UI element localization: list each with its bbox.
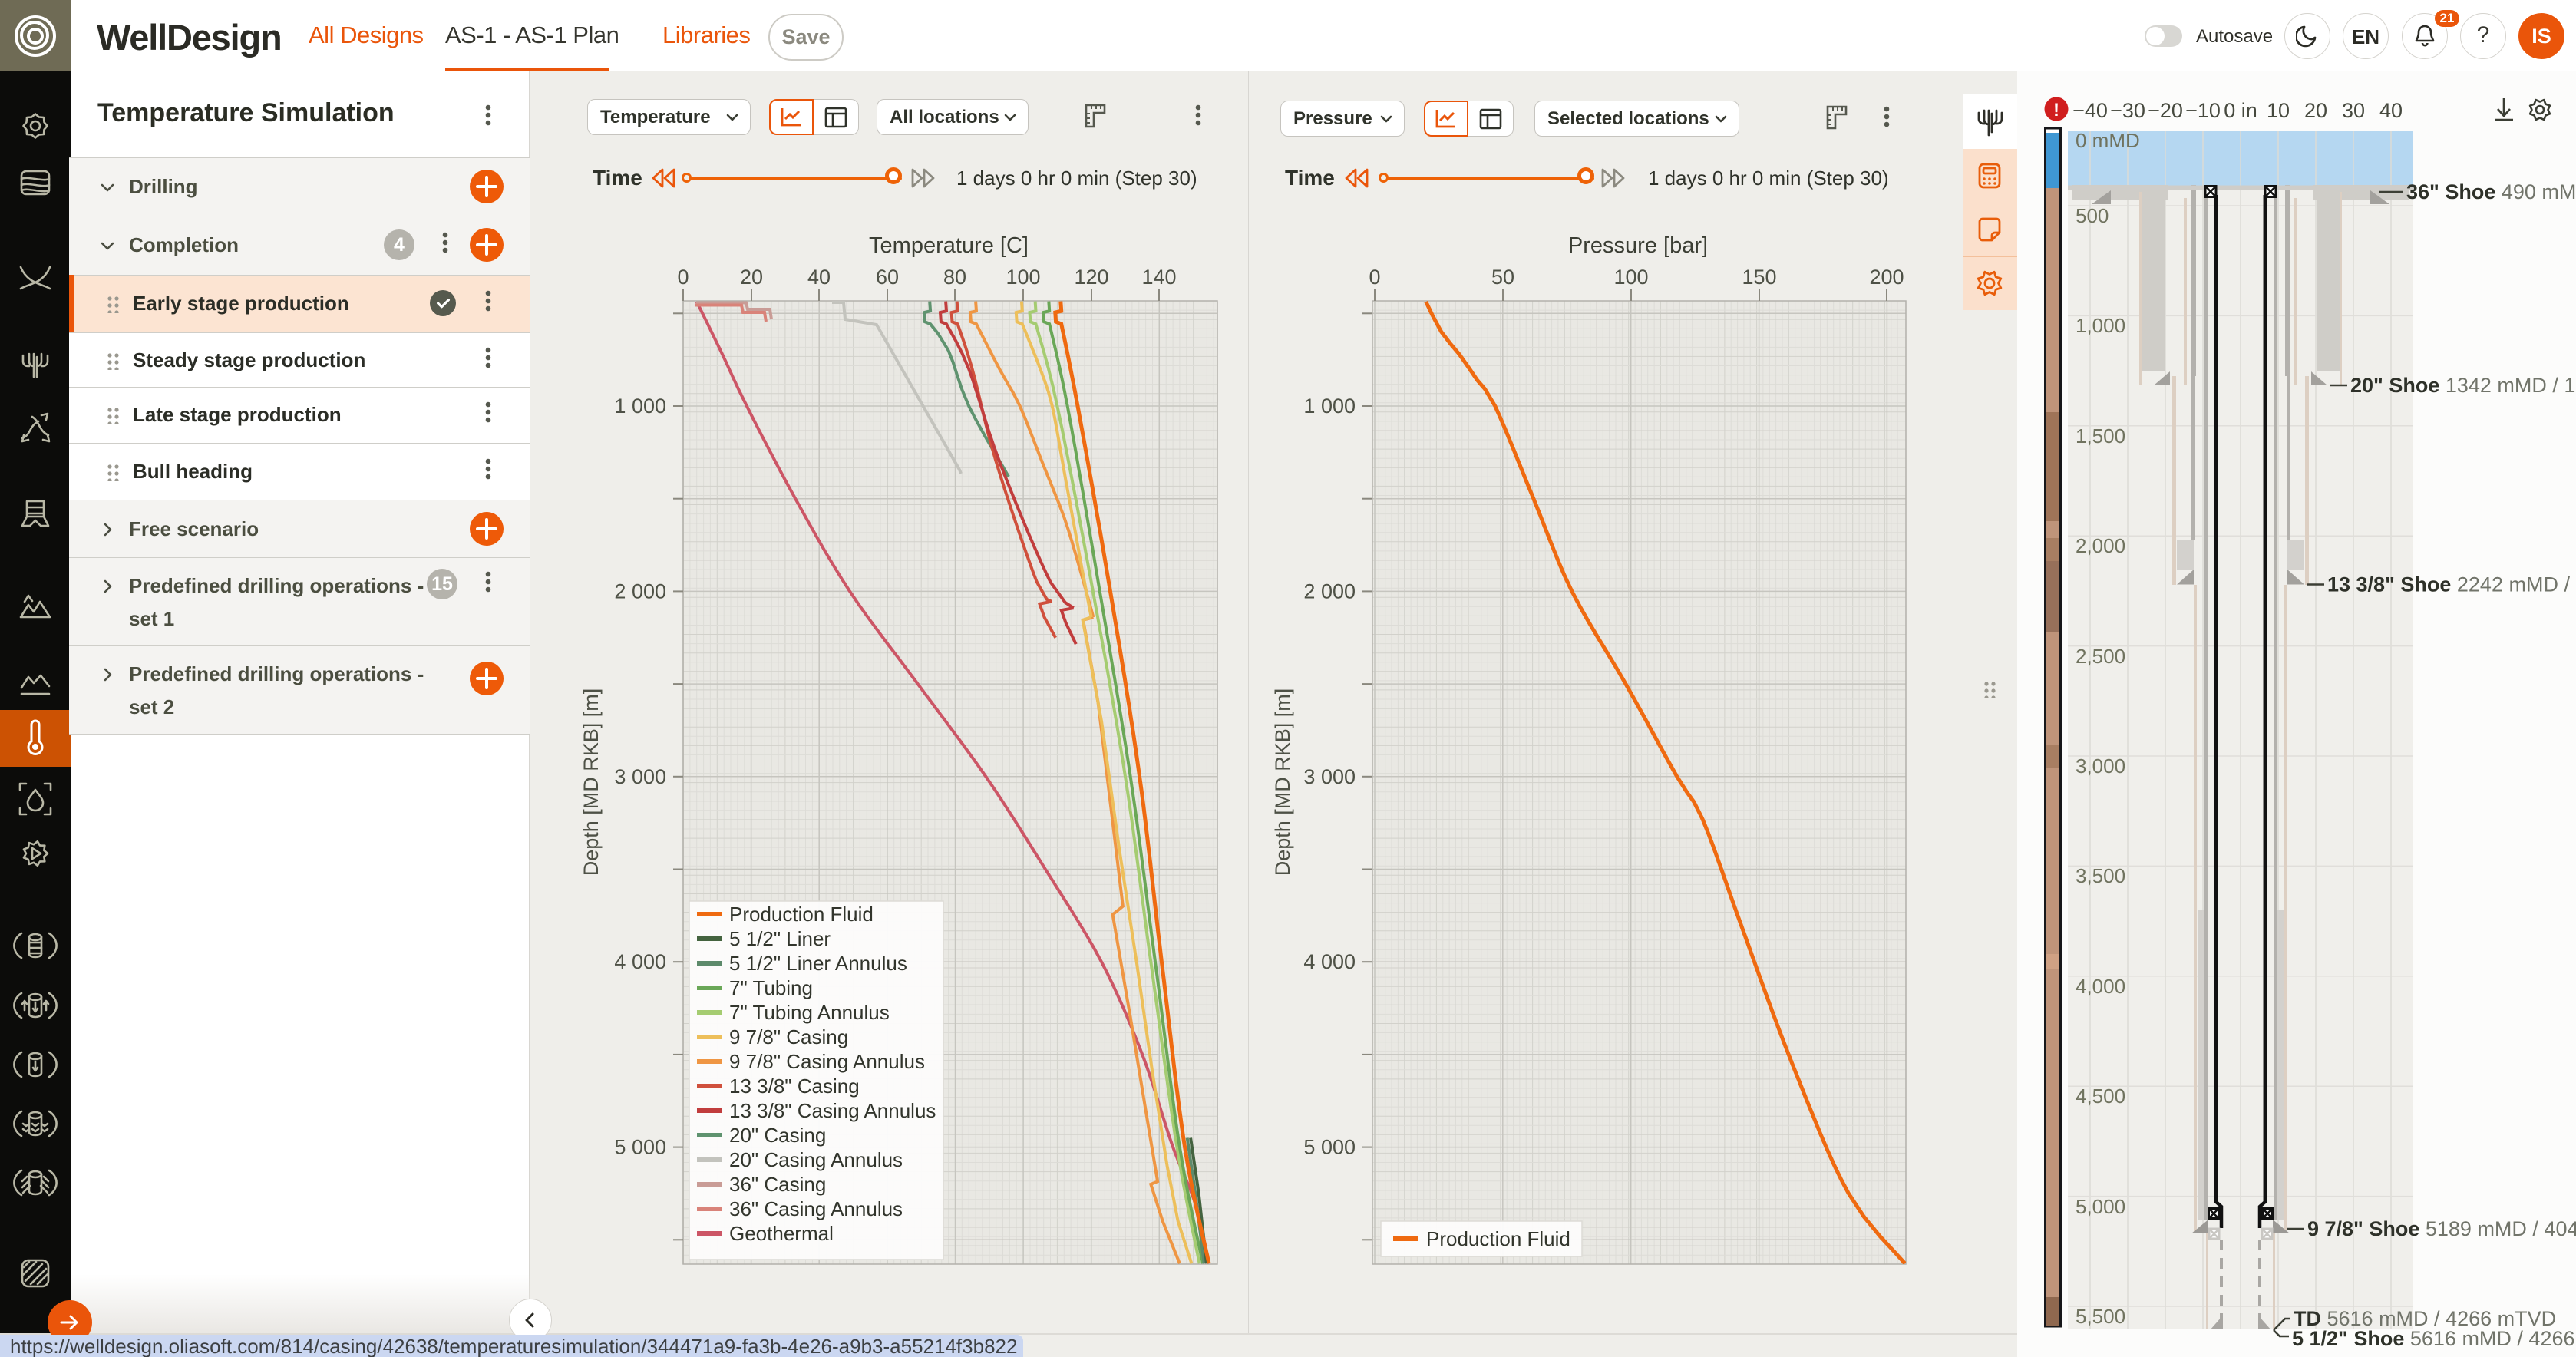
svg-text:0: 0 bbox=[1369, 266, 1380, 289]
svg-text:500: 500 bbox=[2076, 204, 2109, 227]
svg-text:5,500: 5,500 bbox=[2076, 1305, 2125, 1328]
svg-text:140: 140 bbox=[1141, 266, 1176, 289]
svg-text:4,000: 4,000 bbox=[2076, 975, 2125, 998]
svg-text:20" Shoe 1342 mMD / 1342: 20" Shoe 1342 mMD / 1342 bbox=[2350, 374, 2576, 397]
svg-text:100: 100 bbox=[1613, 266, 1648, 289]
svg-text:10: 10 bbox=[2267, 99, 2290, 122]
svg-text:2,500: 2,500 bbox=[2076, 645, 2125, 668]
svg-text:Depth [MD RKB] [m]: Depth [MD RKB] [m] bbox=[580, 688, 603, 877]
svg-text:20" Casing: 20" Casing bbox=[729, 1124, 826, 1147]
svg-text:20" Casing Annulus: 20" Casing Annulus bbox=[729, 1148, 903, 1171]
svg-text:36" Casing: 36" Casing bbox=[729, 1173, 826, 1196]
svg-text:9 7/8" Shoe 5189 mMD / 4048 m: 9 7/8" Shoe 5189 mMD / 4048 m bbox=[2307, 1217, 2576, 1240]
svg-text:−10: −10 bbox=[2185, 99, 2221, 122]
svg-text:100: 100 bbox=[1006, 266, 1040, 289]
svg-text:7" Tubing: 7" Tubing bbox=[729, 976, 813, 999]
svg-text:5 000: 5 000 bbox=[614, 1136, 666, 1159]
svg-text:TD 5616 mMD / 4266 mTVD: TD 5616 mMD / 4266 mTVD bbox=[2294, 1307, 2556, 1330]
svg-text:Depth [MD RKB] [m]: Depth [MD RKB] [m] bbox=[1271, 688, 1294, 877]
svg-text:13 3/8" Casing Annulus: 13 3/8" Casing Annulus bbox=[729, 1099, 936, 1122]
svg-text:−40: −40 bbox=[2072, 99, 2108, 122]
svg-text:3,000: 3,000 bbox=[2076, 754, 2125, 778]
svg-text:40: 40 bbox=[807, 266, 831, 289]
svg-text:Geothermal: Geothermal bbox=[729, 1222, 834, 1245]
svg-text:20: 20 bbox=[740, 266, 763, 289]
svg-text:−30: −30 bbox=[2110, 99, 2145, 122]
svg-text:4,500: 4,500 bbox=[2076, 1085, 2125, 1108]
svg-text:−20: −20 bbox=[2148, 99, 2183, 122]
svg-text:5 1/2" Shoe 5616 mMD / 4266 mT: 5 1/2" Shoe 5616 mMD / 4266 mTV bbox=[2292, 1327, 2576, 1350]
svg-text:36" Casing Annulus: 36" Casing Annulus bbox=[729, 1197, 903, 1220]
svg-text:5 1/2" Liner: 5 1/2" Liner bbox=[729, 927, 831, 950]
svg-text:13 3/8" Casing: 13 3/8" Casing bbox=[729, 1075, 860, 1098]
svg-text:0 in: 0 in bbox=[2224, 99, 2257, 122]
svg-text:150: 150 bbox=[1742, 266, 1776, 289]
svg-text:Production Fluid: Production Fluid bbox=[729, 903, 874, 926]
svg-text:2 000: 2 000 bbox=[1303, 579, 1356, 603]
svg-text:1 000: 1 000 bbox=[614, 395, 666, 418]
svg-text:2,000: 2,000 bbox=[2076, 534, 2125, 557]
svg-text:9 7/8" Casing Annulus: 9 7/8" Casing Annulus bbox=[729, 1050, 925, 1073]
svg-text:30: 30 bbox=[2342, 99, 2365, 122]
svg-text:5 000: 5 000 bbox=[1303, 1136, 1356, 1159]
svg-text:13 3/8" Shoe 2242 mMD / 2240: 13 3/8" Shoe 2242 mMD / 2240 bbox=[2327, 573, 2576, 596]
svg-text:9 7/8" Casing: 9 7/8" Casing bbox=[729, 1025, 848, 1048]
svg-text:80: 80 bbox=[943, 266, 966, 289]
svg-text:3 000: 3 000 bbox=[1303, 765, 1356, 788]
svg-text:!: ! bbox=[2053, 100, 2059, 121]
svg-text:5 1/2" Liner Annulus: 5 1/2" Liner Annulus bbox=[729, 952, 907, 975]
svg-text:4 000: 4 000 bbox=[614, 950, 666, 973]
svg-text:Pressure [bar]: Pressure [bar] bbox=[1568, 233, 1708, 258]
svg-text:Temperature [C]: Temperature [C] bbox=[869, 233, 1029, 258]
svg-text:3 000: 3 000 bbox=[614, 765, 666, 788]
svg-text:120: 120 bbox=[1074, 266, 1108, 289]
svg-text:7" Tubing Annulus: 7" Tubing Annulus bbox=[729, 1001, 890, 1024]
svg-text:40: 40 bbox=[2379, 99, 2403, 122]
svg-text:0: 0 bbox=[677, 266, 689, 289]
svg-text:200: 200 bbox=[1869, 266, 1904, 289]
svg-text:36" Shoe 490 mMD: 36" Shoe 490 mMD bbox=[2406, 180, 2576, 203]
svg-text:1 000: 1 000 bbox=[1303, 395, 1356, 418]
svg-text:0 mMD: 0 mMD bbox=[2076, 129, 2140, 152]
svg-text:1,000: 1,000 bbox=[2076, 314, 2125, 337]
svg-text:60: 60 bbox=[876, 266, 899, 289]
svg-text:3,500: 3,500 bbox=[2076, 864, 2125, 887]
svg-text:50: 50 bbox=[1491, 266, 1514, 289]
svg-text:2 000: 2 000 bbox=[614, 579, 666, 603]
svg-text:5,000: 5,000 bbox=[2076, 1195, 2125, 1218]
svg-text:1,500: 1,500 bbox=[2076, 424, 2125, 447]
svg-text:Production Fluid: Production Fluid bbox=[1426, 1227, 1570, 1250]
svg-text:20: 20 bbox=[2304, 99, 2327, 122]
svg-text:4 000: 4 000 bbox=[1303, 950, 1356, 973]
